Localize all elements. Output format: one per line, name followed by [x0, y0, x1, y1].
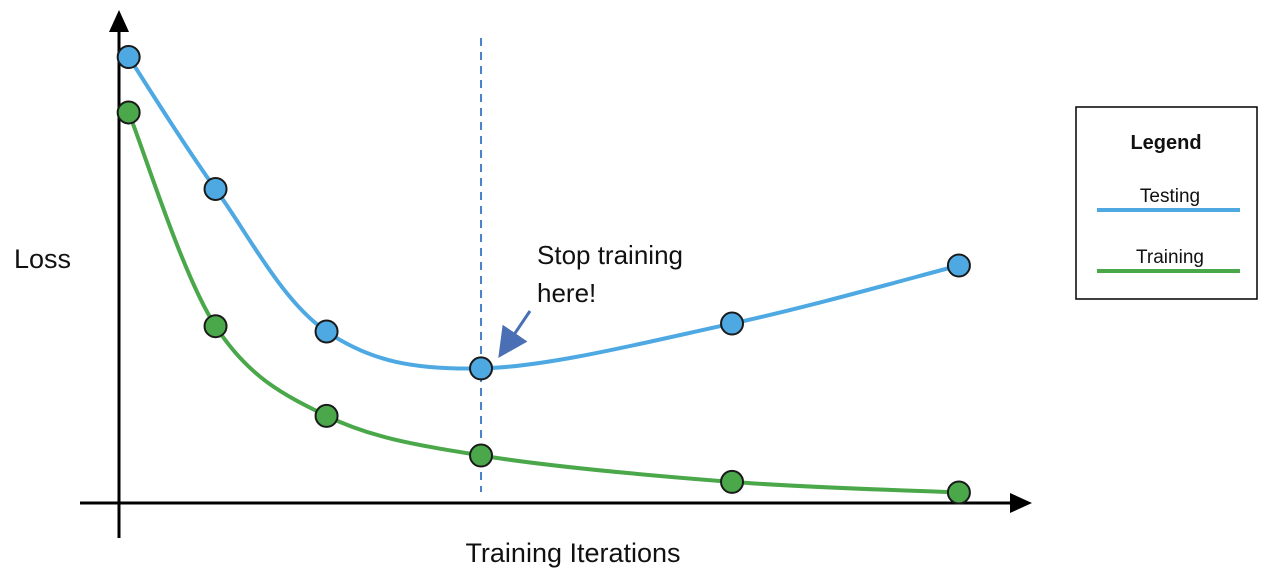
legend-label-testing: Testing	[1140, 186, 1200, 207]
data-point-testing-4	[720, 311, 745, 336]
data-point-testing-3	[469, 356, 494, 381]
annotation-line-1: Stop training	[537, 240, 683, 270]
y-axis-arrow	[109, 10, 129, 32]
annotation-line-2: here!	[537, 278, 596, 308]
data-points	[116, 45, 971, 505]
annotation: Stop training here!	[498, 240, 683, 358]
data-point-training-1	[203, 314, 228, 339]
legend-label-training: Training	[1136, 247, 1204, 268]
data-point-training-4	[720, 469, 745, 494]
y-axis-label: Loss	[14, 244, 71, 274]
data-point-training-3	[469, 443, 494, 468]
data-point-testing-0	[116, 45, 141, 70]
data-point-training-0	[116, 100, 141, 125]
x-axis-label: Training Iterations	[465, 538, 680, 568]
data-point-testing-2	[314, 319, 339, 344]
data-point-training-5	[946, 480, 971, 505]
data-point-training-2	[314, 403, 339, 428]
x-axis-arrow	[1010, 493, 1032, 513]
legend-title: Legend	[1130, 132, 1201, 154]
axes	[80, 10, 1032, 538]
legend: Legend Testing Training	[1075, 106, 1258, 300]
data-point-testing-1	[203, 176, 228, 201]
annotation-arrow	[498, 310, 532, 358]
series-line-training	[126, 111, 959, 495]
legend-box	[1075, 106, 1258, 300]
data-point-testing-5	[946, 253, 971, 278]
series-line-testing	[126, 55, 960, 371]
